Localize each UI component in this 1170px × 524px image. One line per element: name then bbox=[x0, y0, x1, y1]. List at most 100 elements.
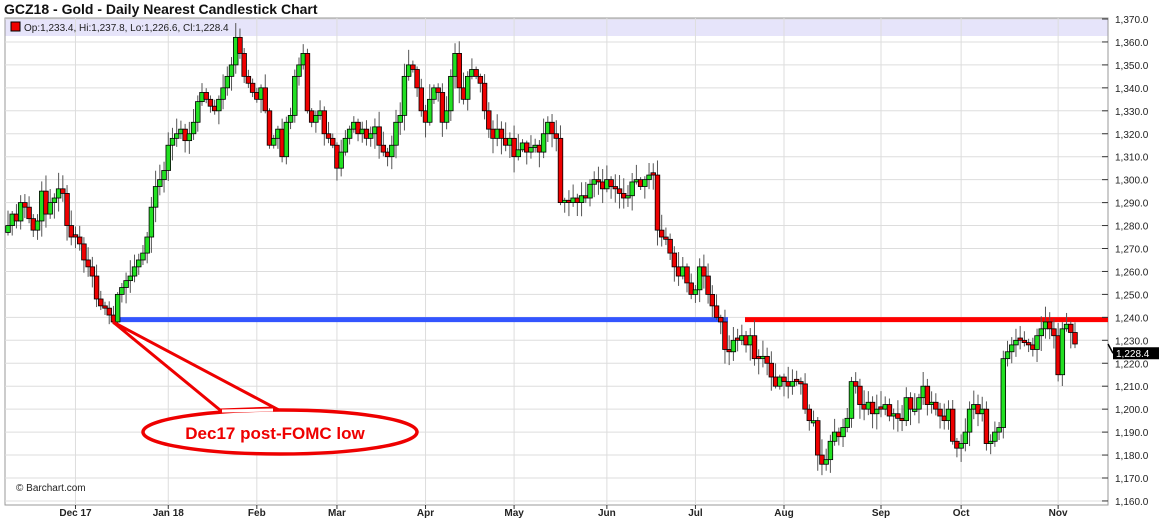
chart-title: GCZ18 - Gold - Daily Nearest Candlestick… bbox=[4, 1, 318, 17]
candle-body bbox=[51, 197, 58, 203]
y-tick-label: 1,190.0 bbox=[1115, 428, 1149, 439]
candle-body bbox=[486, 110, 492, 130]
candle-body bbox=[123, 280, 129, 288]
candle-body bbox=[60, 188, 66, 194]
candle-body bbox=[380, 144, 387, 153]
candle-body bbox=[283, 121, 290, 158]
candle-body bbox=[410, 64, 416, 70]
candle-body bbox=[907, 397, 914, 410]
candle-body bbox=[186, 133, 193, 142]
candle-body bbox=[718, 316, 724, 323]
x-tick-label: Mar bbox=[328, 508, 346, 519]
x-tick-label: Aug bbox=[774, 508, 793, 519]
candle-body bbox=[464, 75, 471, 100]
candle-body bbox=[313, 114, 319, 123]
x-tick-label: Jul bbox=[688, 508, 703, 519]
candle-body bbox=[895, 413, 901, 419]
candle-body bbox=[249, 82, 256, 93]
candle-body bbox=[713, 305, 720, 318]
candle-body bbox=[498, 128, 505, 139]
candle-body bbox=[157, 179, 163, 187]
candle-body bbox=[207, 98, 214, 107]
candle-body bbox=[658, 229, 665, 238]
candle-body bbox=[1009, 344, 1015, 353]
candle-body bbox=[72, 234, 79, 238]
candle-body bbox=[869, 401, 876, 415]
candle-body bbox=[578, 195, 585, 203]
candle-body bbox=[1072, 332, 1078, 345]
candle-body bbox=[823, 459, 829, 465]
y-tick-label: 1,290.0 bbox=[1115, 199, 1149, 210]
y-tick-label: 1,340.0 bbox=[1115, 84, 1149, 95]
y-tick-label: 1,370.0 bbox=[1115, 15, 1149, 26]
candle-body bbox=[701, 266, 707, 277]
candle-body bbox=[857, 385, 863, 405]
candle-body bbox=[119, 287, 125, 295]
candle-body bbox=[764, 355, 770, 364]
candle-body bbox=[949, 408, 956, 442]
candle-body bbox=[983, 408, 990, 444]
candle-body bbox=[608, 179, 614, 187]
y-tick-label: 1,220.0 bbox=[1115, 359, 1149, 370]
candle-body bbox=[553, 133, 559, 139]
candle-body bbox=[852, 381, 859, 387]
candle-body bbox=[136, 259, 142, 268]
candle-body bbox=[292, 75, 298, 116]
candle-body bbox=[663, 236, 669, 240]
x-tick-label: May bbox=[504, 508, 524, 519]
candle-body bbox=[220, 87, 226, 100]
candle-body bbox=[98, 298, 104, 307]
candle-body bbox=[1000, 358, 1007, 428]
callout-ellipse bbox=[141, 408, 419, 456]
candle-body bbox=[76, 236, 83, 245]
candle-body bbox=[296, 64, 302, 77]
candle-body bbox=[270, 137, 277, 146]
candle-body bbox=[688, 282, 694, 295]
candle-body bbox=[874, 408, 880, 415]
y-tick-label: 1,170.0 bbox=[1115, 474, 1149, 485]
candle-body bbox=[1059, 328, 1066, 376]
candle-body bbox=[528, 147, 534, 153]
candle-body bbox=[393, 121, 399, 146]
candle-body bbox=[646, 174, 652, 181]
candle-body bbox=[216, 98, 222, 112]
candle-body bbox=[587, 183, 593, 199]
legend-bar bbox=[5, 18, 1108, 36]
candle-body bbox=[595, 179, 602, 183]
candle-body bbox=[515, 149, 522, 158]
candle-body bbox=[1051, 328, 1057, 337]
callout-pointer bbox=[112, 320, 281, 412]
candle-body bbox=[435, 87, 441, 93]
candle-body bbox=[389, 144, 395, 158]
candle-body bbox=[654, 174, 661, 231]
candle-body bbox=[768, 362, 775, 378]
candle-body bbox=[709, 293, 716, 307]
candle-body bbox=[671, 252, 678, 268]
candle-body bbox=[477, 75, 484, 84]
candle-body bbox=[431, 87, 437, 100]
x-tick-label: Apr bbox=[417, 508, 434, 519]
x-tick-label: Oct bbox=[953, 508, 970, 519]
candle-body bbox=[144, 236, 150, 254]
y-tick-label: 1,240.0 bbox=[1115, 313, 1149, 324]
candle-body bbox=[511, 137, 517, 158]
candle-body bbox=[106, 307, 112, 316]
legend-ohlc-text: Op:1,233.4, Hi:1,237.8, Lo:1,226.6, Cl:1… bbox=[24, 23, 229, 34]
candle-body bbox=[1038, 328, 1044, 337]
candle-body bbox=[789, 381, 796, 387]
candle-body bbox=[827, 440, 834, 461]
candle-body bbox=[152, 186, 159, 208]
plot-frame bbox=[4, 17, 1109, 506]
candle-body bbox=[165, 144, 171, 171]
y-tick-label: 1,310.0 bbox=[1115, 153, 1149, 164]
candle-body bbox=[912, 408, 918, 412]
callout-joint bbox=[221, 408, 274, 413]
y-tick-label: 1,200.0 bbox=[1115, 405, 1149, 416]
candle-body bbox=[650, 172, 656, 176]
candle-body bbox=[722, 321, 728, 350]
candle-body bbox=[629, 181, 635, 197]
candle-body bbox=[730, 339, 737, 353]
candle-body bbox=[330, 137, 336, 146]
